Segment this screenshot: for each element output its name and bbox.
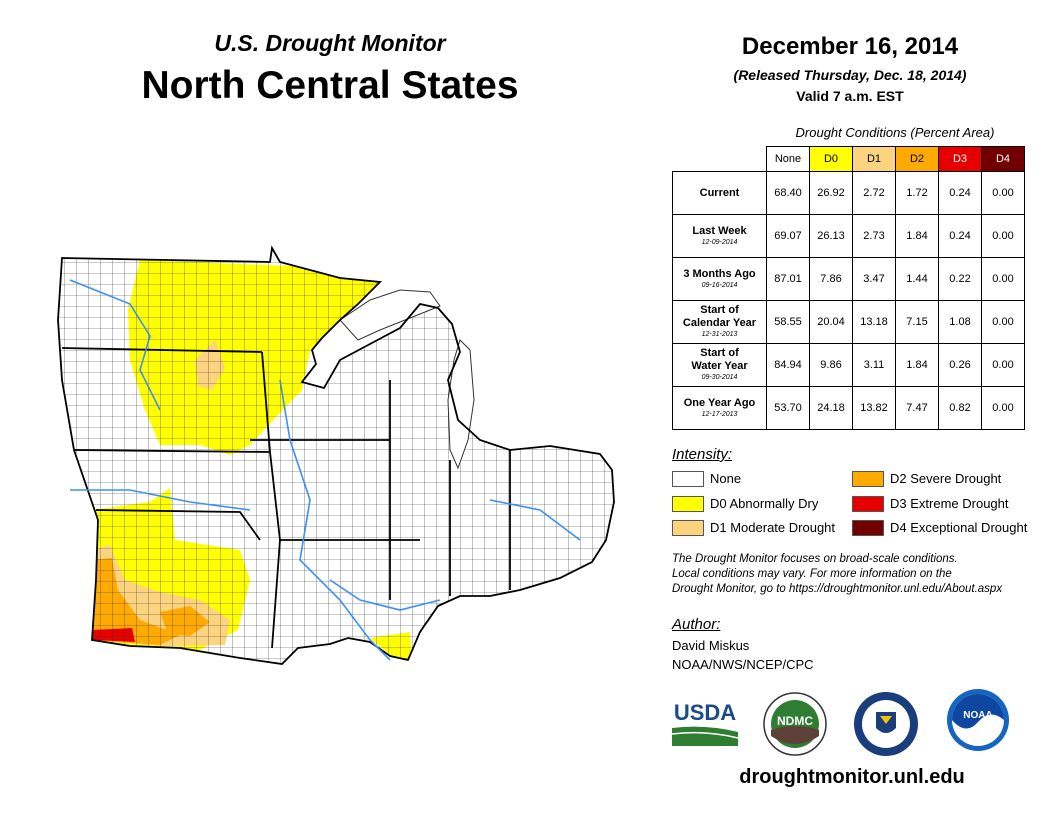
cell-value: 2.72 [852, 171, 896, 215]
valid-time: Valid 7 a.m. EST [796, 88, 904, 104]
row-date: 12-17-2013 [701, 410, 738, 418]
cell-value: 0.00 [981, 214, 1025, 258]
map-subtitle: U.S. Drought Monitor [214, 30, 446, 56]
table-corner [673, 147, 767, 172]
table-row: Current 68.40 26.92 2.72 1.72 0.24 0.00 [672, 171, 1025, 215]
cell-value: 0.00 [981, 386, 1025, 430]
legend-swatch [852, 520, 884, 536]
map-date: December 16, 2014 [741, 33, 959, 60]
col-header-d4: D4 [981, 146, 1025, 172]
legend-heading: Intensity: [672, 446, 733, 463]
row-label: Last Week 12-09-2014 [672, 214, 767, 258]
row-date: 09-30-2014 [701, 374, 738, 381]
table-row: Last Week 12-09-2014 69.07 26.13 2.73 1.8… [672, 214, 1025, 258]
cell-value: 26.13 [809, 214, 853, 258]
cell-value: 0.24 [938, 171, 982, 215]
cell-value: 20.04 [809, 300, 853, 344]
legend-swatch [672, 520, 704, 536]
svg-text:NOAA: NOAA [963, 710, 992, 721]
cell-value: 2.73 [852, 214, 896, 258]
svg-text:NDMC: NDMC [777, 714, 813, 728]
cell-value: 24.18 [809, 386, 853, 430]
table-row: Start of Water Year 09-30-2014 84.94 9.86 … [672, 343, 1025, 387]
cell-value: 0.82 [938, 386, 982, 430]
col-header-none: None [766, 146, 810, 172]
col-header-d2: D2 [895, 146, 939, 172]
legend-swatch [852, 471, 884, 487]
row-label: Start of Calendar Year 12-31-2013 [672, 300, 767, 344]
table-row: One Year Ago 12-17-2013 53.70 24.18 13.82… [672, 386, 1025, 430]
cell-value: 26.92 [809, 171, 853, 215]
cell-value: 0.00 [981, 171, 1025, 215]
noaa-logo: NOAA [947, 689, 1009, 751]
map-title: North Central States [141, 64, 519, 107]
cell-value: 0.24 [938, 214, 982, 258]
usda-field-icon [671, 726, 739, 746]
table-header-row: None D0 D1 D2 D3 D4 [673, 146, 1025, 172]
table-row: 3 Months Ago 09-16-2014 87.01 7.86 3.47 1… [672, 257, 1025, 301]
cell-value: 1.84 [895, 343, 939, 387]
row-label: One Year Ago 12-17-2013 [672, 386, 767, 430]
row-label: 3 Months Ago 09-16-2014 [672, 257, 767, 301]
disclaimer-note: The Drought Monitor focuses on broad-sca… [672, 553, 1003, 595]
row-date: 12-31-2013 [701, 331, 738, 338]
col-header-d0: D0 [809, 146, 853, 172]
row-date: 09-16-2014 [701, 281, 738, 289]
cell-value: 68.40 [766, 171, 810, 215]
cell-value: 0.22 [938, 257, 982, 301]
ndmc-logo: NDMC [763, 692, 827, 756]
cell-value: 13.82 [852, 386, 896, 430]
cell-value: 0.00 [981, 257, 1025, 301]
row-label: Start of Water Year 09-30-2014 [672, 343, 767, 387]
cell-value: 53.70 [766, 386, 810, 430]
cell-value: 1.08 [938, 300, 982, 344]
cell-value: 3.11 [852, 343, 896, 387]
release-date: (Released Thursday, Dec. 18, 2014) [733, 67, 967, 83]
website-url: droughtmonitor.unl.edu [739, 766, 965, 788]
cell-value: 13.18 [852, 300, 896, 344]
commerce-seal-logo [854, 692, 918, 756]
cell-value: 0.26 [938, 343, 982, 387]
drought-conditions-table: None D0 D1 D2 D3 D4 Current 68.40 26.92 … [672, 146, 1025, 430]
cell-value: 3.47 [852, 257, 896, 301]
cell-value: 7.47 [895, 386, 939, 430]
row-date: 12-09-2014 [701, 238, 738, 246]
table-row: Start of Calendar Year 12-31-2013 58.55 20… [672, 300, 1025, 344]
row-label: Current [672, 171, 767, 215]
cell-value: 9.86 [809, 343, 853, 387]
cell-value: 7.86 [809, 257, 853, 301]
cell-value: 0.00 [981, 300, 1025, 344]
cell-value: 1.72 [895, 171, 939, 215]
author-org: NOAA/NWS/NCEP/CPC [672, 657, 814, 672]
cell-value: 0.00 [981, 343, 1025, 387]
drought-map [57, 247, 615, 665]
col-header-d1: D1 [852, 146, 896, 172]
cell-value: 7.15 [895, 300, 939, 344]
cell-value: 84.94 [766, 343, 810, 387]
author-name: David Miskus [672, 638, 750, 653]
cell-value: 1.84 [895, 214, 939, 258]
cell-value: 1.44 [895, 257, 939, 301]
legend-swatch [672, 496, 704, 512]
table-caption: Drought Conditions (Percent Area) [795, 125, 995, 140]
author-heading: Author: [672, 616, 721, 633]
legend-swatch [852, 496, 884, 512]
legend-swatch [672, 471, 704, 487]
cell-value: 69.07 [766, 214, 810, 258]
cell-value: 87.01 [766, 257, 810, 301]
usda-logo: USDA [671, 700, 739, 748]
cell-value: 58.55 [766, 300, 810, 344]
col-header-d3: D3 [938, 146, 982, 172]
